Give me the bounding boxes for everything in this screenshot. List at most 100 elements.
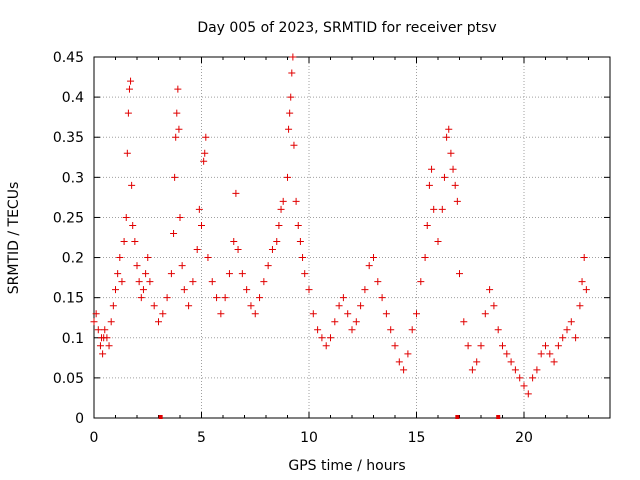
data-point <box>92 310 100 318</box>
data-point <box>440 173 448 181</box>
data-point <box>144 254 152 262</box>
data-points <box>90 53 590 398</box>
y-tick-label: 0.45 <box>53 50 84 66</box>
data-point <box>428 165 436 173</box>
data-point <box>294 221 302 229</box>
data-point <box>260 278 268 286</box>
data-point <box>417 278 425 286</box>
data-point <box>137 294 145 302</box>
data-point <box>434 238 442 246</box>
data-point <box>563 326 571 334</box>
data-point <box>96 342 104 350</box>
data-point <box>507 358 515 366</box>
data-point <box>490 302 498 310</box>
data-point <box>425 181 433 189</box>
data-point <box>171 173 179 181</box>
data-point <box>290 141 298 149</box>
data-point <box>120 238 128 246</box>
data-point <box>118 278 126 286</box>
data-point <box>109 302 117 310</box>
data-point <box>370 254 377 262</box>
data-point <box>529 374 537 382</box>
data-point <box>580 254 588 262</box>
data-point <box>494 326 502 334</box>
data-point <box>542 342 549 350</box>
x-tick-label: 15 <box>408 430 426 446</box>
x-axis-label: GPS time / hours <box>288 458 405 474</box>
data-point <box>122 213 130 221</box>
data-point <box>221 294 229 302</box>
data-point <box>125 85 133 93</box>
data-point <box>473 358 481 366</box>
data-point <box>546 350 554 358</box>
data-point <box>374 278 382 286</box>
data-point <box>423 221 431 229</box>
data-point <box>193 246 201 254</box>
y-tick-label: 0.35 <box>53 130 84 146</box>
data-point <box>128 181 136 189</box>
data-point <box>460 318 468 326</box>
data-point <box>103 334 111 342</box>
data-point <box>331 318 339 326</box>
gap-marker <box>158 415 163 419</box>
data-point <box>511 366 519 374</box>
data-point <box>279 197 287 205</box>
data-point <box>170 229 178 237</box>
data-point <box>486 286 494 294</box>
data-point <box>352 318 360 326</box>
y-tick-label: 0.2 <box>62 251 84 267</box>
y-tick-label: 0.15 <box>53 291 84 307</box>
data-point <box>400 366 408 374</box>
data-point <box>453 197 461 205</box>
data-point <box>395 358 403 366</box>
data-point <box>175 125 183 133</box>
y-tick-label: 0.25 <box>53 210 84 226</box>
data-point <box>327 334 334 342</box>
data-point <box>208 278 216 286</box>
data-point <box>251 310 259 318</box>
y-tick-label: 0.1 <box>62 331 84 347</box>
x-tick-label: 5 <box>197 430 206 446</box>
data-point <box>105 342 113 350</box>
data-point <box>499 342 506 350</box>
y-tick-label: 0.3 <box>62 170 84 186</box>
data-point <box>503 350 511 358</box>
data-point <box>421 254 429 262</box>
data-point <box>301 270 309 278</box>
data-point <box>99 350 107 358</box>
data-point <box>559 334 567 342</box>
data-point <box>537 350 545 358</box>
data-point <box>90 318 98 326</box>
data-point <box>576 302 584 310</box>
data-point <box>438 205 446 213</box>
data-point <box>520 382 528 390</box>
data-point <box>286 109 294 117</box>
data-point <box>447 149 455 157</box>
data-point <box>357 302 365 310</box>
data-point <box>185 302 193 310</box>
data-point <box>256 294 264 302</box>
data-point <box>275 221 283 229</box>
data-point <box>287 93 295 101</box>
gap-markers <box>158 415 501 419</box>
data-point <box>247 302 255 310</box>
data-point <box>464 342 472 350</box>
data-point <box>318 334 326 342</box>
data-point <box>201 149 209 157</box>
data-point <box>189 278 197 286</box>
data-point <box>391 342 399 350</box>
data-point <box>133 262 141 270</box>
data-point <box>135 278 143 286</box>
data-point <box>516 374 524 382</box>
data-point <box>155 318 162 326</box>
chart-title: Day 005 of 2023, SRMTID for receiver pts… <box>197 20 496 36</box>
data-point <box>554 342 562 350</box>
data-point <box>178 262 186 270</box>
data-point <box>339 294 347 302</box>
data-point <box>314 326 322 334</box>
data-point <box>124 109 132 117</box>
data-point <box>176 213 184 221</box>
data-point <box>288 69 296 77</box>
data-point <box>225 270 233 278</box>
data-point <box>139 286 147 294</box>
